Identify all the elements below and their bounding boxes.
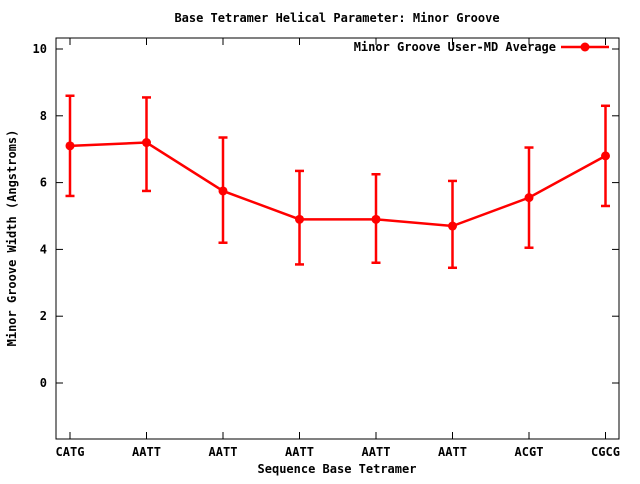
chart-title: Base Tetramer Helical Parameter: Minor G… [174,11,499,25]
data-point [218,186,228,196]
x-tick-label: CATG [56,445,85,459]
series-line [69,141,607,228]
data-point [601,151,610,161]
plot-border [55,37,620,440]
data-point [448,221,457,231]
legend: Minor Groove User-MD Average [354,40,609,54]
y-tick-label: 6 [40,176,47,190]
y-tick-label: 2 [40,309,47,323]
data-point [142,138,151,148]
x-tick-label: AATT [362,445,391,459]
data-point [295,214,304,224]
y-tick-label: 0 [40,376,47,390]
data-point [371,214,381,224]
data-series [65,94,610,270]
y-tick-label: 8 [40,109,47,123]
y-tick-label: 4 [40,242,47,256]
data-point [524,193,534,203]
legend-label: Minor Groove User-MD Average [354,40,556,54]
x-tick-label: AATT [132,445,161,459]
data-point [65,141,75,151]
x-axis-label: Sequence Base Tetramer [258,462,417,476]
x-tick-label: AATT [209,445,238,459]
x-tick-label: ACGT [515,445,544,459]
y-axis-label: Minor Groove Width (Angstroms) [5,130,19,347]
x-tick-label: AATT [438,445,467,459]
y-tick-label: 10 [33,42,47,56]
x-tick-label: CGCG [591,445,620,459]
x-tick-label: AATT [285,445,314,459]
legend-sample-marker [580,42,590,52]
axis-ticks: CATG AATT AATT AATT AATT AATT ACGT CGCG 0 2 4 6 8 10 [33,38,620,459]
